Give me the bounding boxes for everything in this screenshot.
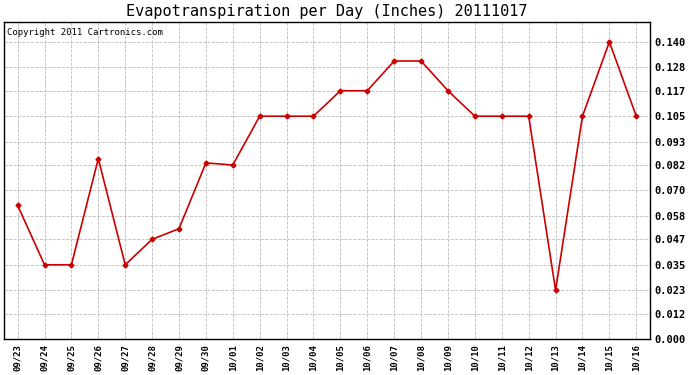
Title: Evapotranspiration per Day (Inches) 20111017: Evapotranspiration per Day (Inches) 2011… <box>126 4 528 19</box>
Text: Copyright 2011 Cartronics.com: Copyright 2011 Cartronics.com <box>8 28 164 37</box>
